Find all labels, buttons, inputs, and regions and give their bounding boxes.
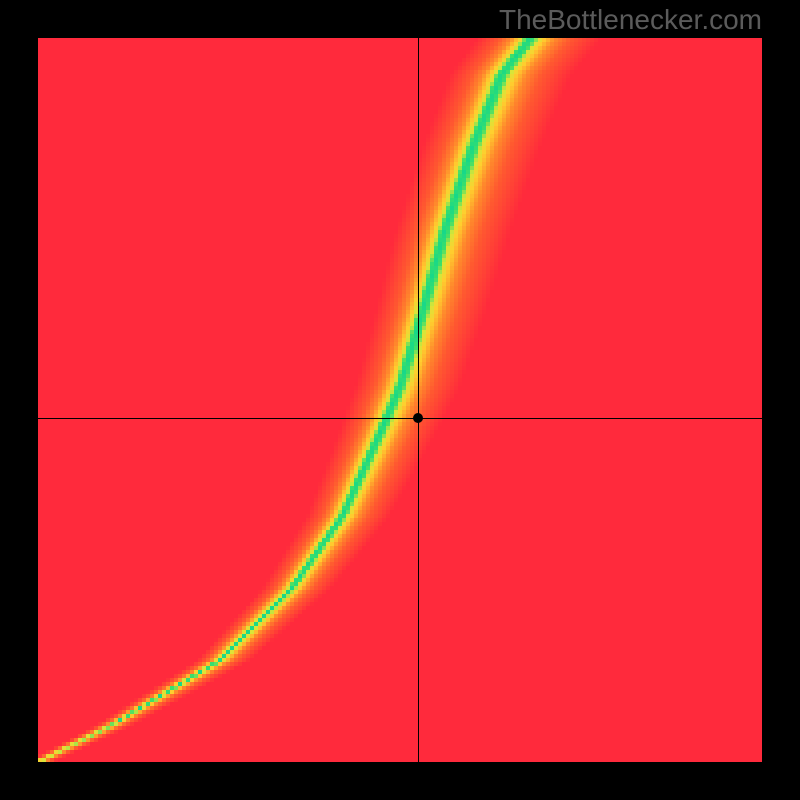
watermark-label: TheBottlenecker.com — [499, 4, 762, 36]
crosshair-horizontal — [38, 418, 762, 419]
crosshair-vertical — [418, 38, 419, 762]
heatmap-canvas — [38, 38, 762, 762]
